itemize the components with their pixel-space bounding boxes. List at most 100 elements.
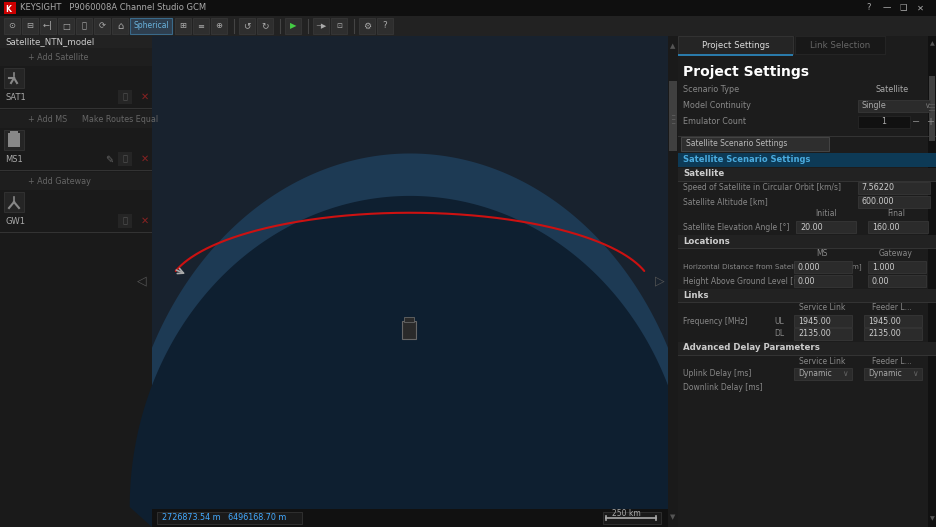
Text: ⊙: ⊙ [8, 22, 16, 31]
Bar [152, 36, 668, 527]
Text: Speed of Satellite in Circular Orbit [km/s]: Speed of Satellite in Circular Orbit [km… [683, 183, 841, 192]
Bar [858, 100, 930, 112]
Text: ✕: ✕ [141, 154, 149, 164]
Bar [58, 18, 74, 34]
Text: ∨: ∨ [924, 102, 929, 111]
Text: Feeder L...: Feeder L... [872, 356, 912, 366]
Text: Project Settings: Project Settings [683, 65, 809, 79]
Bar [864, 368, 922, 380]
Bar [4, 130, 24, 150]
Bar [858, 182, 930, 194]
Text: Initial: Initial [815, 210, 837, 219]
Text: GW1: GW1 [5, 218, 25, 227]
Text: Frequency [MHz]: Frequency [MHz] [683, 317, 747, 326]
Text: 600.000: 600.000 [861, 198, 894, 207]
Text: ↺: ↺ [243, 22, 251, 31]
Bar [678, 181, 936, 182]
Text: ─: ─ [671, 118, 675, 122]
Bar [4, 68, 24, 88]
Text: Satellite Altitude [km]: Satellite Altitude [km] [683, 198, 768, 207]
Bar [929, 76, 935, 141]
Text: 2726873.54 m   6496168.70 m: 2726873.54 m 6496168.70 m [162, 513, 286, 522]
Text: ∨: ∨ [912, 369, 917, 378]
Text: —: — [883, 4, 891, 13]
Bar [795, 36, 885, 54]
Text: 0.00: 0.00 [798, 277, 815, 286]
Bar [175, 18, 191, 34]
Text: Single: Single [861, 102, 885, 111]
Text: 🗑: 🗑 [123, 217, 127, 226]
Bar [678, 36, 793, 54]
Bar [285, 18, 301, 34]
Bar [0, 36, 152, 527]
Bar [313, 18, 329, 34]
Text: 7.56220: 7.56220 [861, 183, 894, 192]
Bar [211, 18, 227, 34]
Text: Uplink Delay [ms]: Uplink Delay [ms] [683, 369, 752, 378]
Bar [157, 512, 302, 524]
Bar [678, 342, 936, 355]
Text: K: K [5, 5, 11, 14]
Text: Feeder L...: Feeder L... [872, 304, 912, 313]
Text: 1945.00: 1945.00 [868, 317, 900, 326]
Text: Emulator Count: Emulator Count [683, 118, 746, 126]
Bar [868, 261, 926, 273]
Text: Final: Final [887, 210, 905, 219]
Bar [669, 81, 677, 151]
Text: + Add MS: + Add MS [28, 114, 67, 123]
Text: ?: ? [866, 4, 870, 13]
Text: KEYSIGHT   P9060008A Channel Studio GCM: KEYSIGHT P9060008A Channel Studio GCM [20, 4, 206, 13]
Text: 0.000: 0.000 [798, 262, 821, 271]
Polygon shape [130, 196, 690, 527]
Text: + Add Satellite: + Add Satellite [28, 53, 88, 62]
Bar [668, 36, 678, 527]
Bar [678, 136, 936, 137]
Text: ─: ─ [671, 113, 675, 119]
Bar [929, 110, 935, 111]
Text: ✎: ✎ [105, 155, 113, 165]
Bar [681, 137, 829, 151]
Text: 1945.00: 1945.00 [798, 317, 831, 326]
Text: MS: MS [816, 249, 827, 259]
Bar [331, 18, 347, 34]
Bar [0, 170, 152, 171]
Text: 0.00: 0.00 [872, 277, 889, 286]
Text: ─: ─ [671, 122, 675, 126]
Text: Spherical: Spherical [133, 22, 168, 31]
Bar [239, 18, 255, 34]
Bar [359, 18, 375, 34]
Text: ⧉: ⧉ [81, 22, 86, 31]
Text: 20.00: 20.00 [800, 222, 823, 231]
Text: ▲: ▲ [670, 43, 676, 49]
Text: ▼: ▼ [670, 514, 676, 520]
Bar [678, 54, 793, 56]
Text: −: − [912, 117, 920, 127]
Text: 🗑: 🗑 [123, 93, 127, 102]
Bar [678, 153, 936, 167]
Text: Horizontal Distance from Satellite Trajectory [km]: Horizontal Distance from Satellite Traje… [683, 264, 862, 270]
Text: 1: 1 [882, 118, 886, 126]
Text: ⊕: ⊕ [215, 22, 223, 31]
Text: 160.00: 160.00 [872, 222, 899, 231]
Bar [678, 36, 936, 527]
Text: ✕: ✕ [917, 4, 924, 13]
Text: ←|: ←| [43, 22, 53, 31]
Text: ≡: ≡ [197, 22, 204, 31]
Text: Links: Links [683, 290, 709, 299]
Bar [377, 18, 393, 34]
Text: ▼: ▼ [929, 516, 934, 522]
Bar [794, 328, 852, 340]
Bar [678, 302, 936, 303]
Text: SAT1: SAT1 [5, 93, 26, 102]
Text: ⊡: ⊡ [336, 23, 342, 29]
Text: Project Settings: Project Settings [702, 41, 769, 50]
Text: ∨: ∨ [842, 369, 848, 378]
Bar [0, 172, 152, 190]
Bar [40, 18, 56, 34]
Text: Satellite Scenario Settings: Satellite Scenario Settings [683, 155, 811, 164]
Text: Service Link: Service Link [798, 304, 845, 313]
Text: Scenario Type: Scenario Type [683, 85, 739, 94]
Bar [4, 192, 24, 212]
Bar [868, 275, 926, 287]
Text: ?: ? [383, 22, 388, 31]
